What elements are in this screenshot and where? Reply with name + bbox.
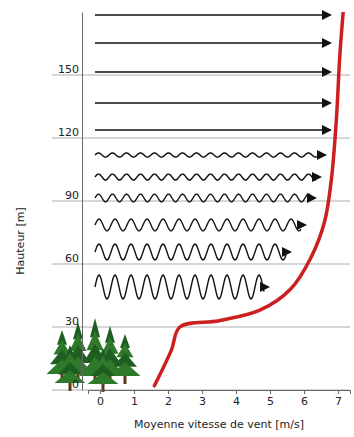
y-tick: 150 (58, 63, 82, 76)
y-axis-title: Hauteur [m] (14, 207, 27, 274)
x-tick-mark (134, 390, 135, 394)
wind-arrow (95, 71, 326, 73)
y-tick-label: 60 (65, 252, 79, 265)
tree-crown (55, 370, 86, 383)
x-tick-mark (236, 390, 237, 394)
x-tick: 2 (165, 390, 172, 408)
x-tick-mark (168, 390, 169, 394)
y-tick: 60 (65, 252, 82, 265)
plot-area (154, 12, 343, 386)
wind-wave (95, 219, 301, 231)
y-tick-label: 120 (58, 126, 79, 139)
x-tick-label: 3 (199, 395, 206, 408)
x-axis-title: Moyenne vitesse de vent [m/s] (134, 418, 304, 431)
wind-arrow (95, 14, 326, 16)
y-tick: 90 (65, 189, 82, 202)
wind-wave (95, 174, 316, 180)
x-tick-label: 4 (233, 395, 240, 408)
y-tick-label: 0 (72, 378, 79, 391)
x-tick: 0 (97, 390, 104, 408)
tree-crown (88, 372, 119, 384)
arrow-head (307, 193, 317, 203)
trees (47, 318, 141, 392)
grid-line (52, 75, 350, 76)
arrow-head (322, 38, 332, 48)
y-tick: 30 (65, 315, 82, 328)
wind-profile-line (154, 12, 343, 386)
x-tick: 5 (267, 390, 274, 408)
y-tick: 0 (72, 378, 82, 391)
tree-trunk (124, 376, 127, 384)
arrow-head (322, 10, 332, 20)
x-tick-label: 5 (267, 395, 274, 408)
arrow-head (322, 125, 332, 135)
grid-line (52, 138, 350, 139)
x-axis: 0 1 2 3 4 5 6 7 (89, 390, 351, 408)
arrow-head (297, 220, 307, 230)
y-axis-line (82, 13, 83, 391)
tree-crown (110, 362, 141, 376)
wind-arrow (95, 42, 326, 44)
x-tick: 4 (233, 390, 240, 408)
arrow-head (317, 150, 327, 160)
arrow-head (322, 98, 332, 108)
x-tick-label: 0 (97, 395, 104, 408)
grid-line (52, 264, 350, 265)
x-tick-label: 6 (301, 395, 308, 408)
wind-arrows (95, 10, 332, 299)
wind-wave (95, 244, 286, 260)
x-tick-mark (304, 390, 305, 394)
x-tick-label: 2 (165, 395, 172, 408)
y-tick-label: 30 (65, 315, 79, 328)
x-tick-mark (338, 390, 339, 394)
x-tick: 3 (199, 390, 206, 408)
wind-arrow (95, 129, 326, 131)
x-tick: 7 (335, 390, 342, 408)
grid (52, 75, 350, 390)
x-tick: 6 (301, 390, 308, 408)
y-axis: 0 30 60 90 120 150 (58, 13, 83, 391)
wind-wave (95, 153, 321, 157)
arrow-head (312, 172, 322, 182)
chart: 0 30 60 90 120 150 0 1 2 3 4 5 6 7 Moyenne vitesse de … (0, 0, 354, 437)
y-tick: 120 (58, 126, 82, 139)
x-tick-mark (100, 390, 101, 394)
x-tick: 1 (131, 390, 138, 408)
x-tick-mark (202, 390, 203, 394)
x-tick-label: 1 (131, 395, 138, 408)
x-tick-label: 7 (335, 395, 342, 408)
arrow-head (260, 282, 270, 292)
wind-arrow (95, 102, 326, 104)
y-tick-label: 150 (58, 63, 79, 76)
arrow-head (322, 67, 332, 77)
x-tick-mark (270, 390, 271, 394)
wind-wave (95, 194, 311, 202)
arrow-head (282, 247, 292, 257)
wind-wave (95, 275, 264, 299)
y-tick-label: 90 (65, 189, 79, 202)
x-axis-line (89, 391, 351, 395)
